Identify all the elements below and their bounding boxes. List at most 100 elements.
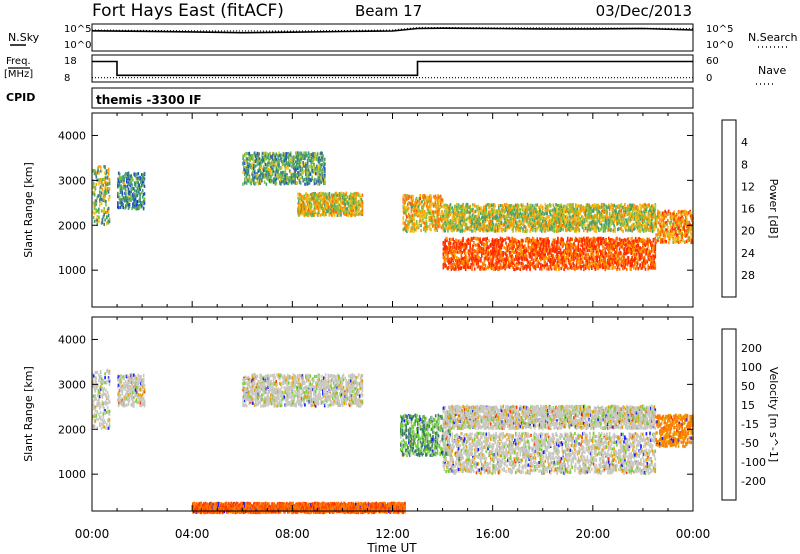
power-pixel <box>476 258 479 262</box>
power-pixel <box>466 261 469 265</box>
power-pixel <box>297 176 299 180</box>
power-pixel <box>290 177 293 182</box>
power-pixel <box>474 254 477 259</box>
power-pixel <box>449 251 452 255</box>
power-pixel <box>244 174 247 178</box>
power-pixel <box>310 153 313 157</box>
power-pixel <box>467 249 470 253</box>
power-pixel <box>301 202 304 206</box>
power-pixel <box>501 243 504 247</box>
power-pixel <box>275 181 278 185</box>
power-pixel <box>325 205 328 210</box>
power-pixel <box>411 229 413 233</box>
power-pixel <box>449 257 452 261</box>
power-pixel <box>490 257 493 261</box>
power-pixel <box>143 201 146 205</box>
power-pixel <box>443 250 446 254</box>
power-pixel <box>482 250 485 254</box>
power-pixel <box>518 243 521 247</box>
power-pixel <box>404 211 406 215</box>
power-pixel <box>310 178 313 182</box>
power-pixel <box>271 157 274 161</box>
power-pixel <box>252 176 254 180</box>
power-pixel <box>247 164 250 169</box>
power-pixel <box>333 198 335 202</box>
power-pixel <box>95 199 98 203</box>
power-pixel <box>473 260 475 264</box>
power-pixel <box>262 174 265 178</box>
power-pixel <box>419 212 421 216</box>
power-pixel <box>528 237 530 241</box>
power-pixel <box>418 208 421 212</box>
power-pixel <box>422 210 424 215</box>
power-pixel <box>501 237 504 241</box>
power-pixel <box>322 191 324 196</box>
power-pixel <box>322 177 324 181</box>
power-pixel <box>530 248 532 252</box>
power-pixel <box>357 212 359 217</box>
power-pixel <box>308 197 310 201</box>
power-pixel <box>108 195 111 199</box>
power-pixel <box>422 215 424 219</box>
power-pixel <box>483 256 486 261</box>
power-pixel <box>106 220 109 224</box>
power-pixel <box>562 238 564 242</box>
power-pixel <box>254 159 257 163</box>
power-pixel <box>119 199 122 204</box>
power-pixel <box>511 261 513 265</box>
power-pixel <box>501 255 504 259</box>
power-pixel <box>654 266 657 270</box>
power-pixel <box>508 262 511 266</box>
power-pixel <box>315 164 318 168</box>
power-pixel <box>358 193 361 197</box>
power-pixel <box>447 253 449 257</box>
power-pixel <box>104 166 106 170</box>
power-pixel <box>141 173 144 177</box>
power-pixel <box>141 200 144 205</box>
power-pixel <box>464 259 467 264</box>
power-pixel <box>312 153 314 157</box>
power-pixel <box>341 191 343 195</box>
power-pixel <box>464 242 467 247</box>
power-pixel <box>297 155 300 159</box>
power-pixel <box>322 162 324 166</box>
power-pixel <box>265 170 268 174</box>
power-pixel <box>425 215 428 219</box>
power-pixel <box>544 248 547 252</box>
power-pixel <box>546 267 548 271</box>
power-pixel <box>258 157 260 161</box>
power-pixel <box>475 262 478 266</box>
power-pixel <box>346 195 348 199</box>
power-pixel <box>118 172 121 176</box>
power-pixel <box>261 179 263 183</box>
power-pixel <box>262 175 264 179</box>
power-pixel <box>325 206 327 210</box>
power-pixel <box>308 198 311 202</box>
power-pixel <box>308 179 311 183</box>
power-pixel <box>444 247 446 251</box>
power-pixel <box>509 243 512 247</box>
power-pixel <box>452 263 454 267</box>
power-pixel <box>442 263 445 267</box>
power-pixel <box>505 261 507 265</box>
power-pixel <box>353 201 356 205</box>
power-pixel <box>529 260 531 264</box>
power-pixel <box>506 249 508 253</box>
power-pixel <box>533 243 536 247</box>
power-pixel <box>284 152 287 156</box>
power-pixel <box>461 256 463 260</box>
power-pixel <box>415 212 418 216</box>
power-pixel <box>438 199 440 203</box>
power-pixel <box>445 264 447 268</box>
power-pixel <box>526 265 529 269</box>
power-pixel <box>546 239 548 243</box>
power-pixel <box>506 264 508 268</box>
power-pixel <box>504 264 506 268</box>
power-pixel <box>442 252 445 256</box>
power-pixel <box>415 207 417 211</box>
power-pixel <box>528 262 530 267</box>
power-pixel <box>439 224 441 228</box>
power-pixel <box>491 262 494 266</box>
power-pixel <box>140 177 142 181</box>
power-pixel <box>472 254 474 258</box>
